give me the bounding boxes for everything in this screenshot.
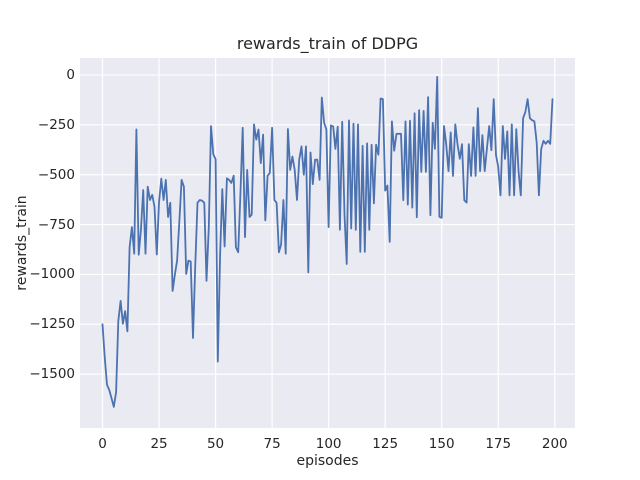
chart-title: rewards_train of DDPG <box>236 34 419 53</box>
y-tick-label: −1500 <box>29 366 75 383</box>
y-tick-label: −1000 <box>29 266 75 283</box>
x-tick-label: 100 <box>315 436 342 452</box>
x-axis-label: episodes <box>296 453 359 469</box>
y-tick-label: −750 <box>37 216 75 233</box>
x-tick-label: 50 <box>206 436 225 452</box>
x-tick-label: 200 <box>541 436 568 452</box>
axes-background <box>80 58 575 428</box>
y-tick-label: 0 <box>66 66 75 83</box>
x-tick-label: 150 <box>428 436 455 452</box>
y-tick-label: −250 <box>37 116 75 133</box>
x-tick-label: 175 <box>485 436 512 452</box>
y-tick-label: −1250 <box>29 316 75 333</box>
x-tick-label: 25 <box>150 436 168 452</box>
y-tick-label: −500 <box>37 166 75 183</box>
x-tick-label: 75 <box>263 436 281 452</box>
series-line-rewards_train <box>101 76 554 408</box>
x-tick-label: 0 <box>98 436 107 452</box>
x-tick-label: 125 <box>372 436 399 452</box>
